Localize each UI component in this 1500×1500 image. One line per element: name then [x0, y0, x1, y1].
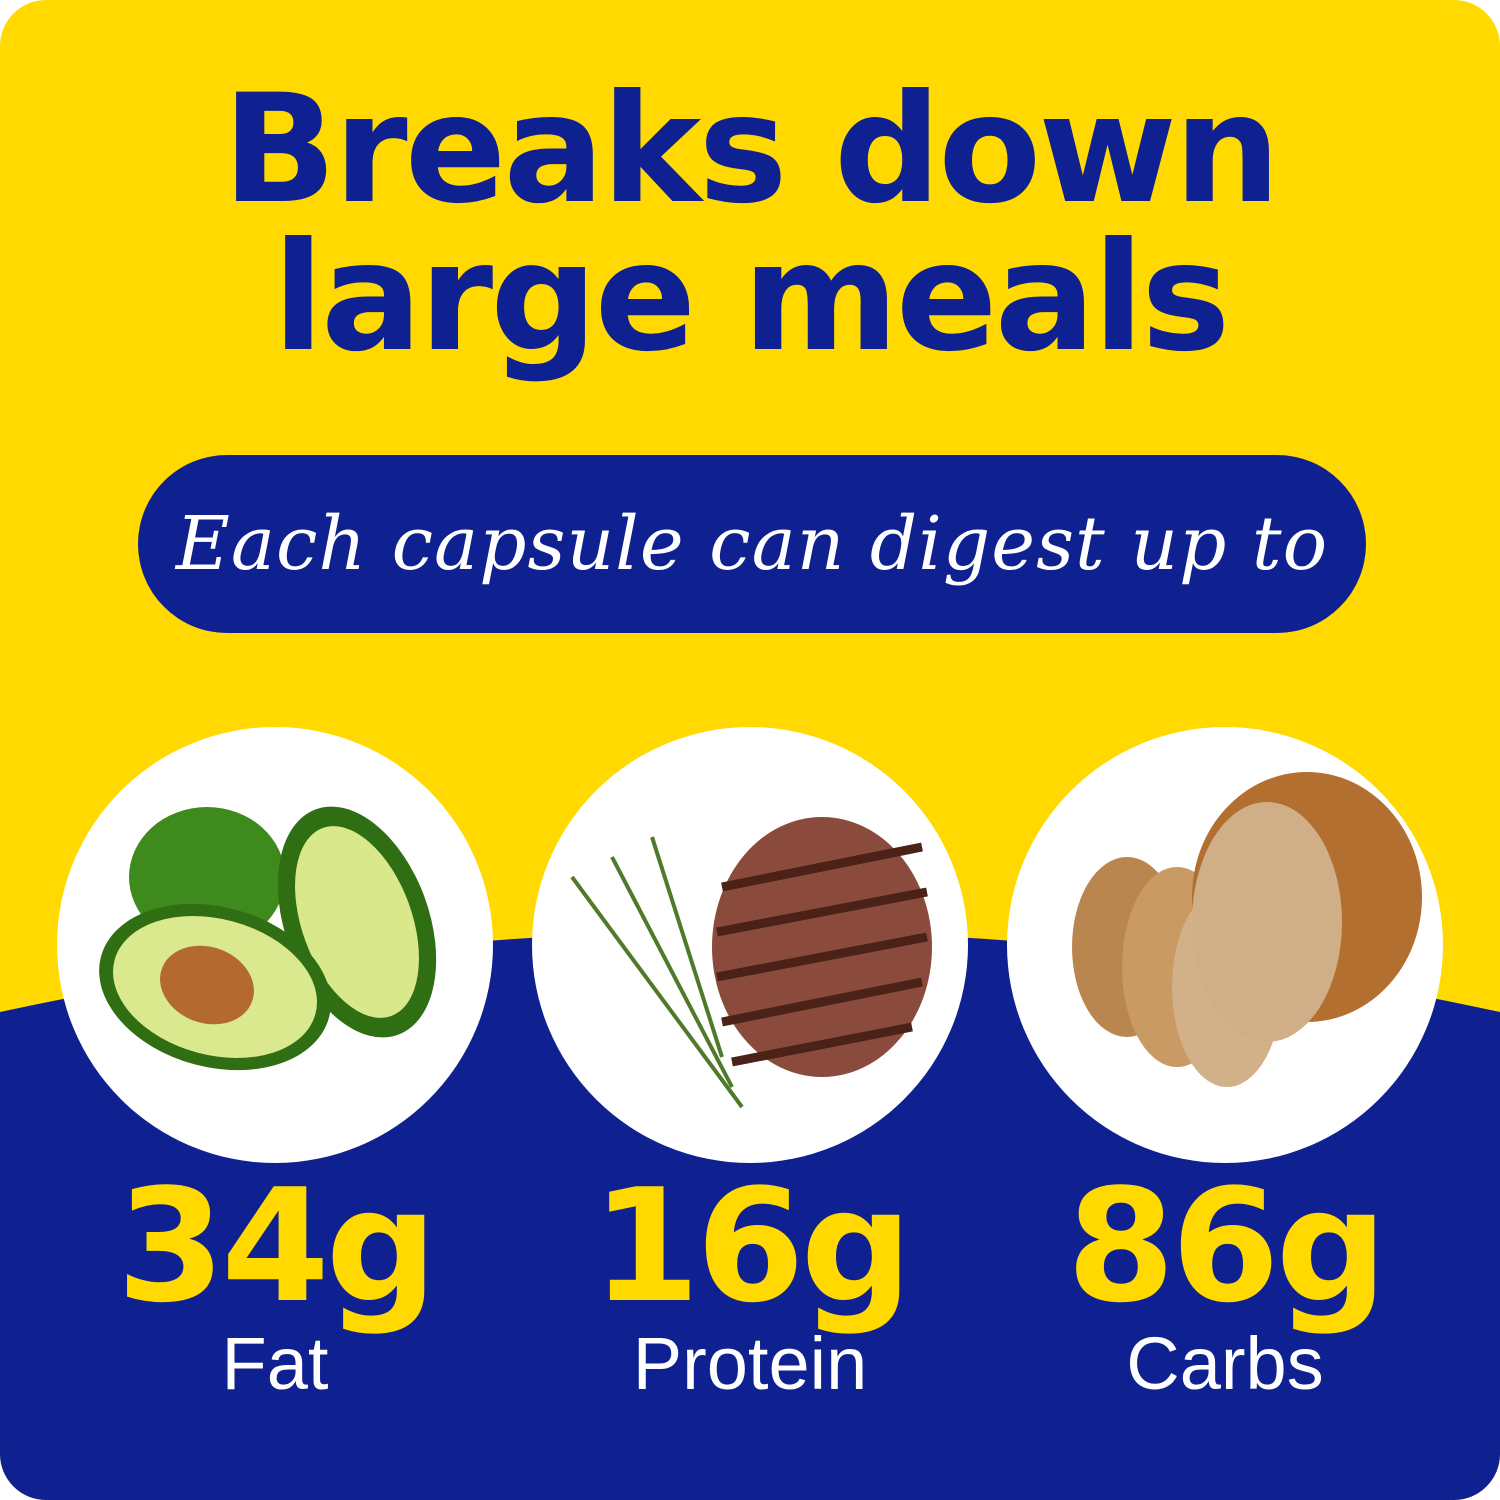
protein-value: 16g — [591, 1155, 913, 1337]
headline-line-1: Breaks down — [222, 63, 1280, 237]
carbs-label: Carbs — [1126, 1322, 1324, 1405]
bread-image — [1007, 727, 1443, 1163]
protein-label: Protein — [632, 1322, 868, 1405]
steak-image — [532, 727, 968, 1163]
carbs-value: 86g — [1066, 1155, 1388, 1337]
subheading-text: Each capsule can digest up to — [175, 501, 1329, 587]
headline-line-2: large meals — [272, 211, 1231, 385]
avocado-image — [57, 727, 493, 1163]
fat-label: Fat — [221, 1322, 329, 1405]
fat-value: 34g — [116, 1155, 438, 1337]
subheading-banner: Each capsule can digest up to — [138, 455, 1366, 633]
